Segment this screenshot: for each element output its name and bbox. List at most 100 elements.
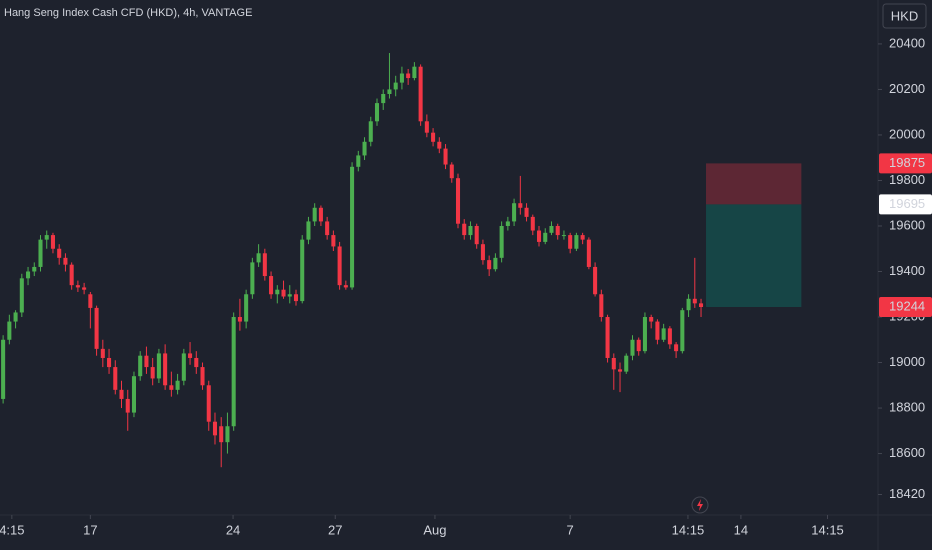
candle-body — [524, 207, 529, 217]
candle-body — [275, 289, 280, 295]
candle-body — [250, 262, 255, 295]
y-tick-label: 18420 — [889, 486, 925, 501]
candle-body — [350, 166, 355, 288]
y-tick-label: 19000 — [889, 354, 925, 369]
candle-body — [655, 321, 660, 340]
candle-body — [593, 266, 598, 295]
candle-body — [586, 239, 591, 267]
candle-body — [26, 271, 31, 279]
x-tick-label: 7 — [567, 522, 574, 537]
candle-body — [44, 235, 49, 240]
candle-body — [19, 278, 24, 313]
candle-body — [443, 148, 448, 165]
candle-body — [393, 82, 398, 90]
candle-body — [287, 294, 292, 297]
x-tick-label: Aug — [423, 522, 446, 537]
candle-body — [163, 353, 168, 386]
y-tick-label: 20000 — [889, 126, 925, 141]
x-tick-label: 17 — [83, 522, 97, 537]
candle-body — [225, 426, 230, 443]
candle-body — [505, 221, 510, 226]
candle-body — [512, 203, 517, 222]
candle-body — [13, 312, 18, 322]
candle-body — [306, 221, 311, 240]
y-tick-label: 20200 — [889, 81, 925, 96]
candle-body — [237, 317, 242, 322]
candle-body — [431, 132, 436, 142]
candle-body — [318, 207, 323, 222]
candle-body — [231, 317, 236, 427]
candle-body — [536, 230, 542, 242]
candle-body — [462, 223, 467, 236]
candle-body — [94, 307, 99, 349]
candle-body — [269, 276, 274, 295]
candle-body — [642, 317, 647, 352]
candle-body — [312, 207, 317, 222]
chart-title: Hang Seng Index Cash CFD (HKD), 4h, VANT… — [4, 7, 252, 19]
candle-body — [206, 385, 211, 422]
currency-box[interactable] — [882, 3, 927, 29]
candle-body — [119, 389, 124, 399]
candle-body — [468, 225, 473, 236]
x-tick-label: 27 — [328, 522, 342, 537]
candle-body — [156, 353, 161, 379]
y-tick-label: 18800 — [889, 399, 925, 414]
candle-body — [374, 103, 380, 122]
price-badge — [879, 296, 932, 317]
y-tick-label: 20400 — [889, 35, 925, 50]
candle-body — [530, 216, 535, 231]
candle-body — [63, 257, 68, 265]
candle-body — [175, 380, 180, 390]
candle-body — [605, 317, 610, 358]
y-tick-label: 19400 — [889, 263, 925, 278]
target-zone — [706, 204, 802, 307]
candle-body — [88, 294, 93, 308]
candle-body — [343, 285, 348, 288]
price-badge-label: 19875 — [889, 155, 925, 170]
candle-body — [543, 232, 548, 242]
x-tick-label: 14:15 — [811, 522, 844, 537]
candle-body — [293, 294, 299, 302]
candle-body — [580, 235, 585, 240]
candle-body — [169, 385, 174, 390]
y-tick-label: 19600 — [889, 217, 925, 232]
candle-body — [636, 339, 641, 352]
candle-body — [437, 141, 442, 149]
candle-body — [212, 421, 218, 436]
candle-body — [686, 298, 691, 311]
candle-body — [674, 344, 679, 352]
candle-body — [100, 348, 105, 358]
candle-body — [449, 164, 454, 179]
candle-body — [57, 248, 62, 258]
x-tick-label: 4:15 — [0, 522, 24, 537]
candle-body — [381, 93, 386, 104]
candle-body — [518, 203, 523, 208]
candle-body — [680, 310, 685, 352]
candle-body — [107, 357, 112, 368]
candle-body — [75, 285, 80, 288]
candle-body — [574, 235, 579, 249]
candle-body — [487, 260, 492, 270]
candle-body — [356, 155, 361, 167]
candle-body — [281, 289, 286, 297]
x-tick-label: 14:15 — [672, 522, 705, 537]
candle-body — [194, 357, 199, 368]
candle-body — [599, 294, 604, 318]
candle-body — [362, 141, 367, 156]
candle-body — [262, 253, 267, 277]
candle-body — [188, 353, 193, 358]
candle-body — [387, 89, 392, 94]
candle-body — [219, 426, 224, 443]
candle-body — [480, 244, 485, 261]
price-badge-label: 19695 — [889, 196, 925, 211]
candle-body — [624, 355, 629, 372]
candle-body — [69, 264, 74, 286]
y-tick-label: 19800 — [889, 172, 925, 187]
currency[interactable]: HKD — [891, 8, 918, 23]
candle-body — [325, 221, 330, 236]
candle-body — [150, 367, 155, 379]
candle-body — [368, 121, 373, 142]
y-tick-label: 18600 — [889, 445, 925, 460]
